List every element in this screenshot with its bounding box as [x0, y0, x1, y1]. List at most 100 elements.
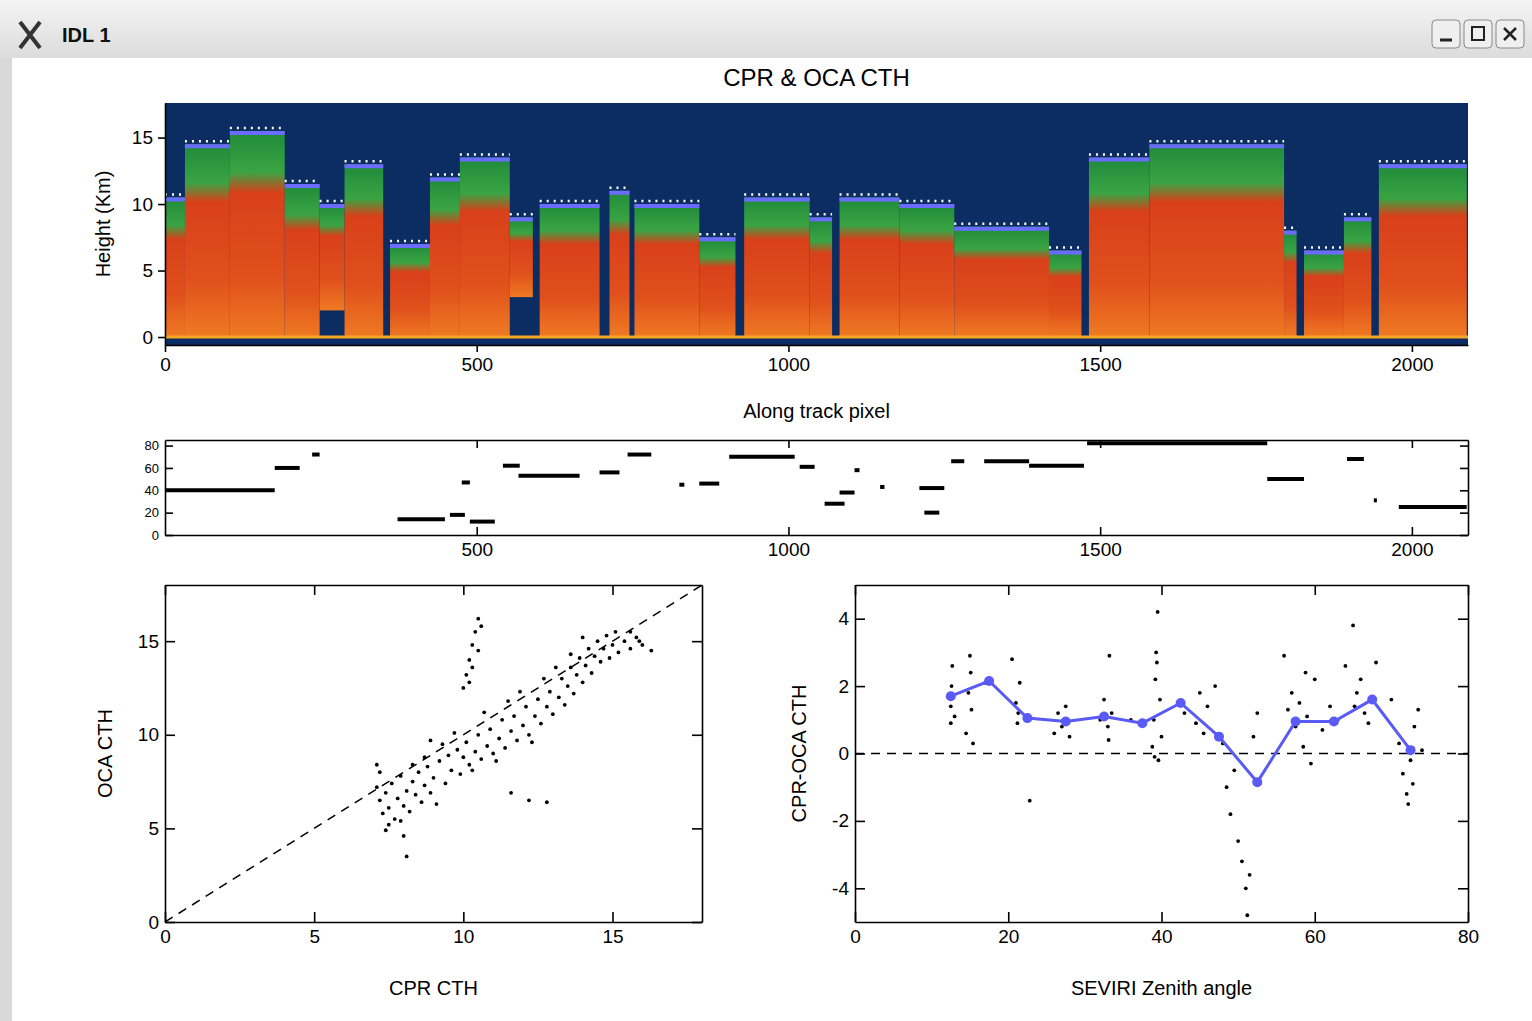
tick-mark: [165, 512, 173, 514]
tick-mark: [1458, 821, 1468, 823]
point: [1064, 704, 1068, 708]
tick-mark: [158, 337, 165, 339]
point: [587, 647, 591, 651]
tick: 60: [145, 461, 173, 476]
cloud-column: [460, 158, 510, 338]
tick-label: 0: [838, 743, 849, 764]
cloud-top: [810, 217, 832, 221]
point: [429, 738, 433, 742]
point: [1052, 731, 1056, 735]
tick: 500: [461, 345, 493, 375]
tick-mark: [158, 270, 165, 272]
point: [1405, 792, 1409, 796]
point: [554, 665, 558, 669]
cloud-top-dots: [634, 200, 699, 203]
point: [1194, 721, 1198, 725]
tick-mark: [165, 445, 173, 447]
point: [1158, 698, 1162, 702]
cloud-top-dots: [1344, 213, 1371, 216]
tick-mark: [476, 440, 478, 448]
point: [1206, 704, 1210, 708]
segment: [840, 491, 855, 495]
point: [447, 753, 451, 757]
point: [1153, 755, 1157, 759]
tick: 20: [998, 912, 1019, 947]
axis-bottom: 500100015002000: [166, 527, 1469, 560]
point: [458, 772, 462, 776]
tick-label: 1500: [1080, 539, 1122, 560]
cloud-column: [345, 164, 384, 337]
tick: 0: [838, 743, 865, 764]
surface-line: [165, 336, 1468, 339]
cloud-top-dots: [510, 213, 533, 216]
point: [563, 703, 567, 707]
marker: [1329, 716, 1339, 726]
window-frame: [0, 0, 1532, 1021]
cloud-top: [230, 131, 285, 135]
tick: [1162, 585, 1163, 595]
tick: 15: [132, 127, 165, 148]
marker: [946, 691, 956, 701]
tick: [1458, 619, 1468, 620]
point: [949, 704, 953, 708]
cloud-column: [1304, 251, 1344, 337]
point: [464, 740, 468, 744]
point: [584, 664, 588, 668]
point: [390, 782, 394, 786]
x-axis-title: CPR CTH: [389, 977, 478, 999]
cloud-top: [165, 197, 185, 201]
plot-area: [165, 103, 1468, 345]
segment: [729, 455, 794, 459]
segment: [825, 502, 845, 506]
tick-label: -4: [832, 878, 849, 899]
cloud-top-dots: [899, 200, 954, 203]
point: [1232, 768, 1236, 772]
axis-bottom: 020406080: [850, 912, 1479, 947]
tick-label: 0: [152, 528, 159, 543]
point: [1355, 691, 1359, 695]
tick-mark: [1460, 512, 1468, 514]
tick: [1460, 446, 1468, 447]
tick-label: 10: [132, 194, 153, 215]
point: [533, 714, 537, 718]
tick: 4: [838, 608, 865, 629]
tick-mark: [158, 204, 165, 206]
screenshot: IDL 10500100015002000051015CPR & OCA CTH…: [0, 0, 1532, 1021]
point: [527, 733, 531, 737]
segment: [951, 459, 964, 463]
segment: [628, 453, 652, 457]
cloud-top: [540, 204, 600, 208]
cloud-column: [1089, 158, 1149, 338]
tick-mark: [1314, 585, 1316, 595]
point: [1344, 664, 1348, 668]
tick: [1460, 535, 1468, 536]
point: [1397, 741, 1401, 745]
point: [1106, 725, 1110, 729]
point: [375, 763, 379, 767]
marker: [1252, 777, 1262, 787]
y-axis-title: CPR-OCA CTH: [788, 685, 810, 823]
minimize-button[interactable]: [1432, 20, 1460, 48]
point: [497, 737, 501, 741]
point: [479, 624, 483, 628]
segment: [312, 453, 319, 457]
point: [578, 656, 582, 660]
tick-mark: [612, 585, 614, 595]
maximize-button[interactable]: [1464, 20, 1492, 48]
point: [1255, 711, 1259, 715]
axis-line: [166, 345, 1469, 347]
point: [485, 744, 489, 748]
tick-label: 1500: [1080, 354, 1122, 375]
point: [1236, 839, 1240, 843]
point: [1366, 721, 1370, 725]
point: [417, 770, 421, 774]
marker: [1061, 716, 1071, 726]
plot-area: [165, 443, 1467, 521]
point: [470, 643, 474, 647]
point: [1068, 735, 1072, 739]
cloud-top-dots: [460, 153, 510, 156]
point: [599, 660, 603, 664]
close-button[interactable]: [1496, 20, 1524, 48]
tick-mark: [1458, 888, 1468, 890]
tick: 40: [145, 483, 173, 498]
